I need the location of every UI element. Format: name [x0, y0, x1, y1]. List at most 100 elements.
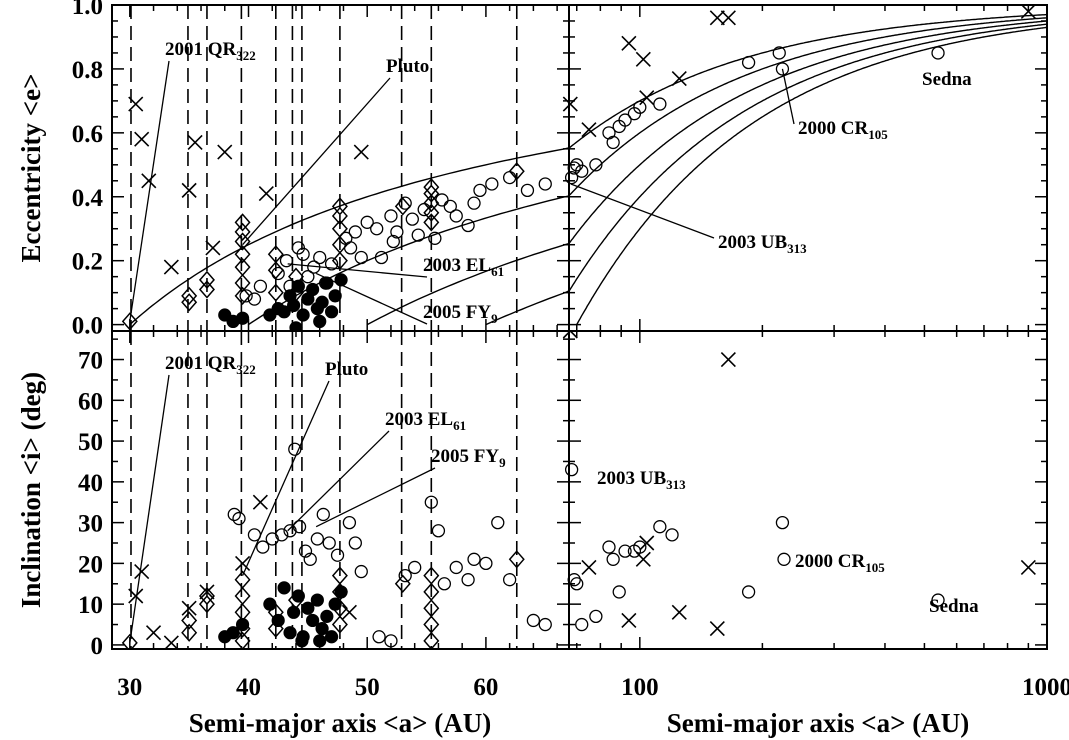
x-tick-label: 40	[236, 674, 261, 701]
circle-marker	[275, 528, 289, 542]
y-tick-label-eccentricity: 0.0	[72, 313, 103, 340]
cross-marker	[134, 563, 150, 580]
circle-marker	[227, 507, 241, 522]
cross-marker	[621, 35, 637, 51]
circle-marker	[398, 196, 412, 210]
cross-marker	[639, 535, 655, 551]
diamond-marker	[234, 222, 251, 242]
annotation-label: 2000 CR105	[795, 551, 885, 575]
circle-marker	[322, 536, 336, 550]
cross-marker	[217, 144, 233, 160]
diamond-marker	[423, 203, 440, 222]
diamond-marker	[423, 184, 440, 203]
cross-marker	[562, 96, 578, 112]
circle-marker	[461, 218, 475, 233]
circle-marker	[931, 46, 945, 60]
cross-marker	[671, 70, 687, 87]
filled-circle-marker	[235, 617, 250, 632]
y-tick-label-eccentricity: 0.4	[72, 185, 104, 212]
circle-marker	[443, 199, 457, 214]
circle-marker	[665, 528, 679, 542]
filled-circle-marker	[291, 279, 305, 293]
filled-circle-marker	[301, 601, 315, 615]
circle-marker	[502, 170, 517, 185]
cross-marker	[581, 559, 597, 576]
annotation-leader	[242, 77, 391, 246]
cross-marker	[205, 240, 221, 256]
circle-marker	[653, 97, 667, 111]
diamond-marker	[234, 245, 251, 264]
annotations: 2001 QR322 Pluto 2003 EL61 2005 FY9 2003 UB3…	[129, 39, 979, 643]
diamond-marker	[331, 197, 348, 216]
y-tick-label-inclination: 20	[78, 551, 103, 578]
cross-marker	[1020, 559, 1036, 576]
x-tick-label: 1000	[1022, 674, 1069, 701]
y-tick-label-inclination: 10	[78, 592, 103, 619]
circle-marker	[633, 540, 647, 554]
filled-circle-marker	[306, 613, 320, 628]
filled-circle-marker	[226, 626, 240, 640]
series-group-inclination	[121, 331, 1036, 649]
diamond-marker	[121, 633, 138, 649]
circle-marker	[538, 617, 552, 632]
filled-circle-marker	[320, 609, 334, 623]
circle-marker	[435, 193, 449, 207]
filled-circle-marker	[287, 298, 301, 313]
cross-marker	[128, 96, 144, 112]
circle-marker	[633, 100, 647, 114]
circle-marker	[354, 250, 368, 265]
cross-marker	[635, 551, 651, 567]
cross-marker	[145, 625, 162, 641]
diamond-marker	[508, 162, 525, 181]
cross-marker	[671, 604, 687, 620]
annotation-label: 2005 FY9	[431, 446, 506, 470]
diamond-marker	[234, 213, 251, 232]
cross-marker	[199, 584, 215, 600]
y-tick-label-eccentricity: 1.0	[72, 0, 103, 20]
circle-marker	[520, 183, 535, 198]
annotation-leader	[287, 263, 428, 278]
cross-marker	[709, 621, 725, 637]
circle-marker	[348, 536, 362, 550]
circle-marker	[372, 630, 386, 644]
cross-marker	[163, 635, 179, 649]
filled-circle-marker	[291, 589, 305, 603]
annotation-label: 2003 EL61	[423, 255, 504, 279]
filled-circle-marker	[277, 305, 291, 319]
diamond-marker	[234, 286, 251, 305]
filled-circle-marker	[263, 597, 277, 611]
x-tick-label: 100	[621, 674, 659, 701]
circle-marker	[431, 524, 446, 538]
annotation-label: 2000 CR105	[798, 118, 888, 142]
cross-marker	[720, 10, 736, 26]
annotation-label: 2003 EL61	[385, 409, 466, 433]
cross-marker	[1020, 5, 1036, 19]
diamond-marker	[181, 293, 198, 312]
cross-marker	[187, 134, 203, 150]
circle-marker	[303, 552, 317, 566]
circle-marker	[279, 254, 294, 268]
diamond-marker	[394, 197, 411, 216]
circle-marker	[343, 241, 358, 255]
annotation-leader	[129, 60, 170, 322]
circle-marker	[239, 289, 253, 303]
perihelion-curve	[366, 20, 1047, 326]
circle-marker	[310, 532, 325, 546]
y-tick-label-inclination: 0	[91, 633, 104, 660]
circle-marker	[467, 196, 481, 210]
filled-circle-marker	[334, 273, 348, 287]
tick-labels: 30 40 50 60 100 1000 0.0 0.2 0.4 0.6 0.8 1.0 0 10 20 30…	[72, 0, 1069, 701]
cross-marker	[720, 351, 736, 368]
filled-circle-marker	[283, 626, 297, 640]
annotation-label: Pluto	[386, 56, 429, 77]
circle-marker	[348, 225, 362, 239]
circle-marker	[370, 222, 384, 236]
circle-marker	[618, 113, 632, 127]
cross-marker	[562, 331, 578, 339]
circle-marker	[437, 577, 452, 591]
circle-marker	[417, 202, 431, 217]
x-axis-title-left: Semi-major axis <a> (AU)	[189, 708, 491, 738]
cross-marker	[635, 51, 651, 67]
x-axis-title-right: Semi-major axis <a> (AU)	[667, 708, 969, 738]
x-tick-label: 60	[473, 674, 498, 701]
